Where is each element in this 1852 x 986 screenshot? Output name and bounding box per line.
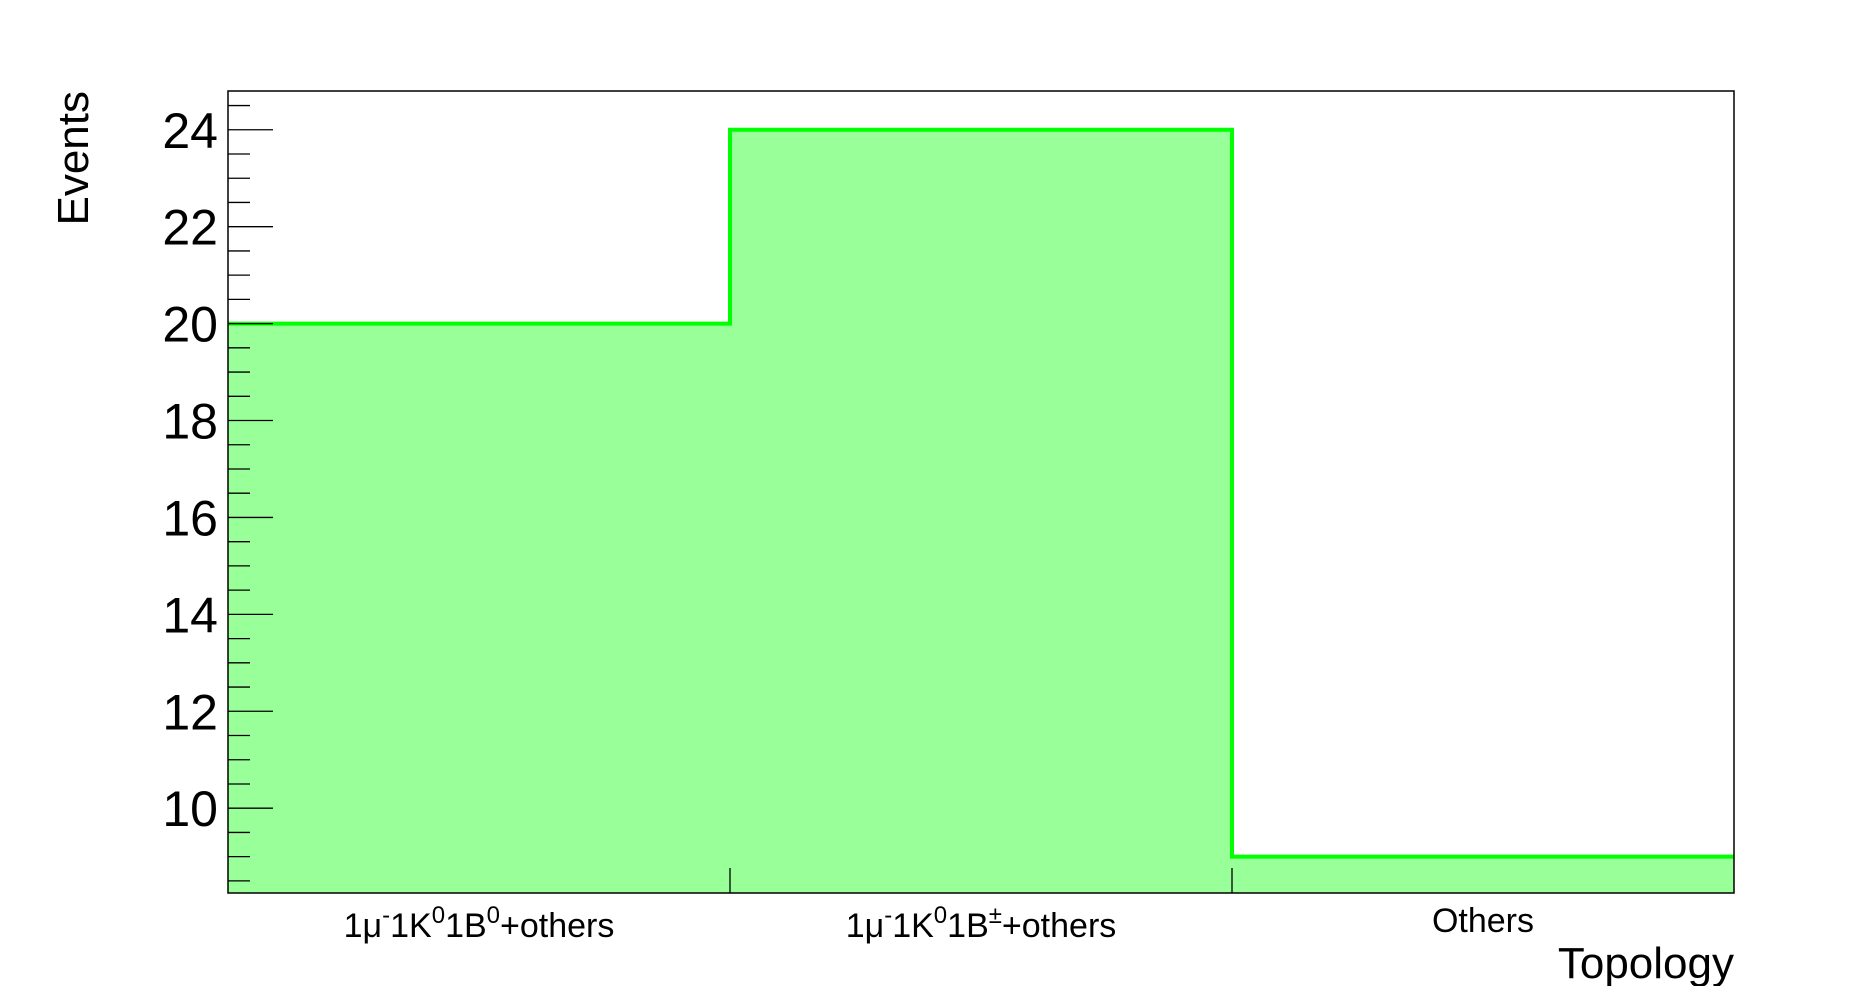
x-category-label: 1μ-1K01B0+others: [344, 902, 615, 945]
y-tick-label: 22: [162, 200, 218, 256]
y-tick-label: 24: [162, 103, 218, 159]
y-tick-label: 14: [162, 587, 218, 643]
bars-layer: [228, 127, 1734, 894]
y-tick-label: 20: [162, 297, 218, 353]
tick-labels: 10 12 14 16 18 20 22 24 1μ-1K01B0+others 1μ-1K01B…: [162, 103, 1534, 945]
y-tick-label: 18: [162, 394, 218, 450]
histogram-outline: [228, 127, 1734, 859]
y-tick-label: 16: [162, 490, 218, 546]
histogram-bin: [730, 129, 1232, 894]
histogram-bin: [1232, 856, 1734, 893]
y-tick-label: 10: [162, 781, 218, 837]
y-axis-title: Events: [49, 91, 98, 226]
x-axis-ticks: [729, 868, 1233, 893]
x-category-label: Others: [1432, 902, 1534, 940]
histogram-bin: [228, 323, 730, 893]
x-axis-title: Topology: [1558, 939, 1734, 986]
y-axis-ticks: [228, 104, 273, 882]
plot-frame: [227, 90, 1735, 894]
x-category-label: 1μ-1K01B±+others: [846, 902, 1117, 945]
y-tick-label: 12: [162, 684, 218, 740]
